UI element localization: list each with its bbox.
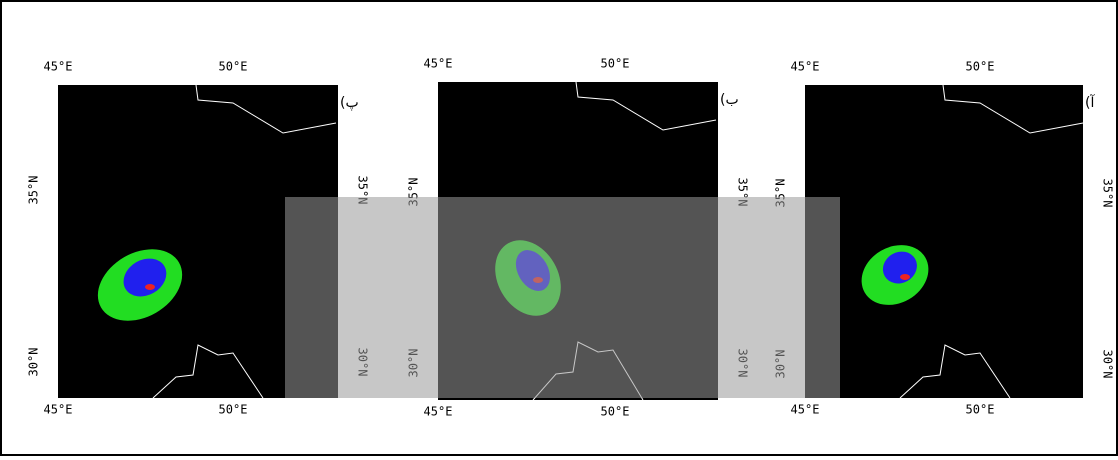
lon-label: 45°E: [791, 403, 820, 417]
watermark: [285, 197, 840, 398]
lat-label: 35°N: [1101, 179, 1115, 208]
lon-label: 45°E: [44, 403, 73, 417]
lon-label: 45°E: [424, 57, 453, 71]
lon-label: 50°E: [966, 403, 995, 417]
panel-label: (آ: [1085, 94, 1095, 111]
panel-label: (ب: [720, 92, 739, 108]
rain-area-red: [145, 284, 155, 290]
figure: 45°E 45°E 50°E 50°E 35°N 35°N 30°N 30°N (پ 45°E 45…: [0, 0, 1118, 456]
lon-label: 50°E: [219, 403, 248, 417]
lon-label: 50°E: [601, 57, 630, 71]
lon-label: 50°E: [219, 60, 248, 74]
lon-label: 45°E: [44, 60, 73, 74]
lon-label: 45°E: [791, 60, 820, 74]
lon-label: 50°E: [966, 60, 995, 74]
lat-label: 30°N: [1101, 350, 1115, 379]
lat-label: 35°N: [27, 176, 41, 205]
panel-label: (پ: [340, 95, 359, 111]
lon-label: 50°E: [601, 405, 630, 419]
rain-area-red: [900, 274, 910, 280]
lon-label: 45°E: [424, 405, 453, 419]
lat-label: 30°N: [27, 348, 41, 377]
